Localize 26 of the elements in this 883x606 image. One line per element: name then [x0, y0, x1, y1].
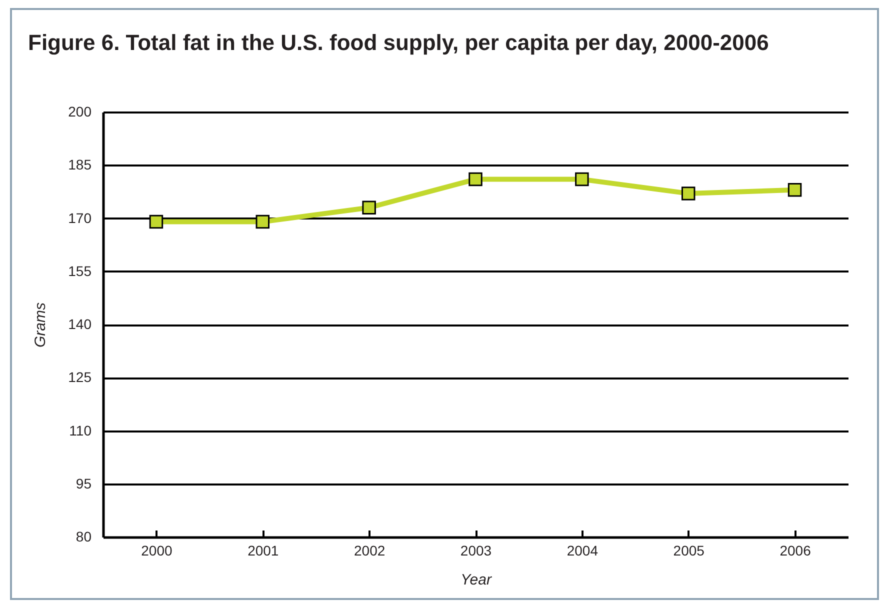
x-tick-label: 2005 — [673, 542, 705, 558]
point — [468, 172, 482, 186]
point — [788, 183, 802, 197]
y-tick-label: 185 — [68, 156, 92, 173]
y-tick-label: 170 — [68, 210, 92, 226]
x-tick-label: 2000 — [141, 542, 172, 558]
chart-title: Figure 6. Total fat in the U.S. food supply, per capita per day, 2000-2006 — [28, 30, 769, 55]
x-tick-label: 2001 — [248, 542, 279, 558]
x-tick-label: 2002 — [354, 542, 386, 558]
x-tick-label: 2006 — [780, 542, 812, 558]
point — [149, 214, 164, 229]
x-axis-title: Year — [460, 572, 492, 588]
point — [575, 172, 589, 186]
y-tick-label: 140 — [68, 316, 92, 332]
y-tick-label: 110 — [69, 422, 92, 438]
y-tick-label: 80 — [76, 528, 92, 544]
y-tick-label: 200 — [68, 104, 92, 120]
y-tick-label: 125 — [68, 369, 92, 386]
x-tick-label: 2004 — [566, 542, 598, 558]
point — [256, 214, 270, 229]
y-tick-label: 95 — [76, 475, 92, 492]
point — [362, 200, 376, 214]
y-tick-label: 155 — [68, 262, 92, 279]
y-axis-title: Grams — [32, 302, 50, 348]
point — [681, 186, 696, 200]
x-tick-label: 2003 — [460, 542, 492, 558]
